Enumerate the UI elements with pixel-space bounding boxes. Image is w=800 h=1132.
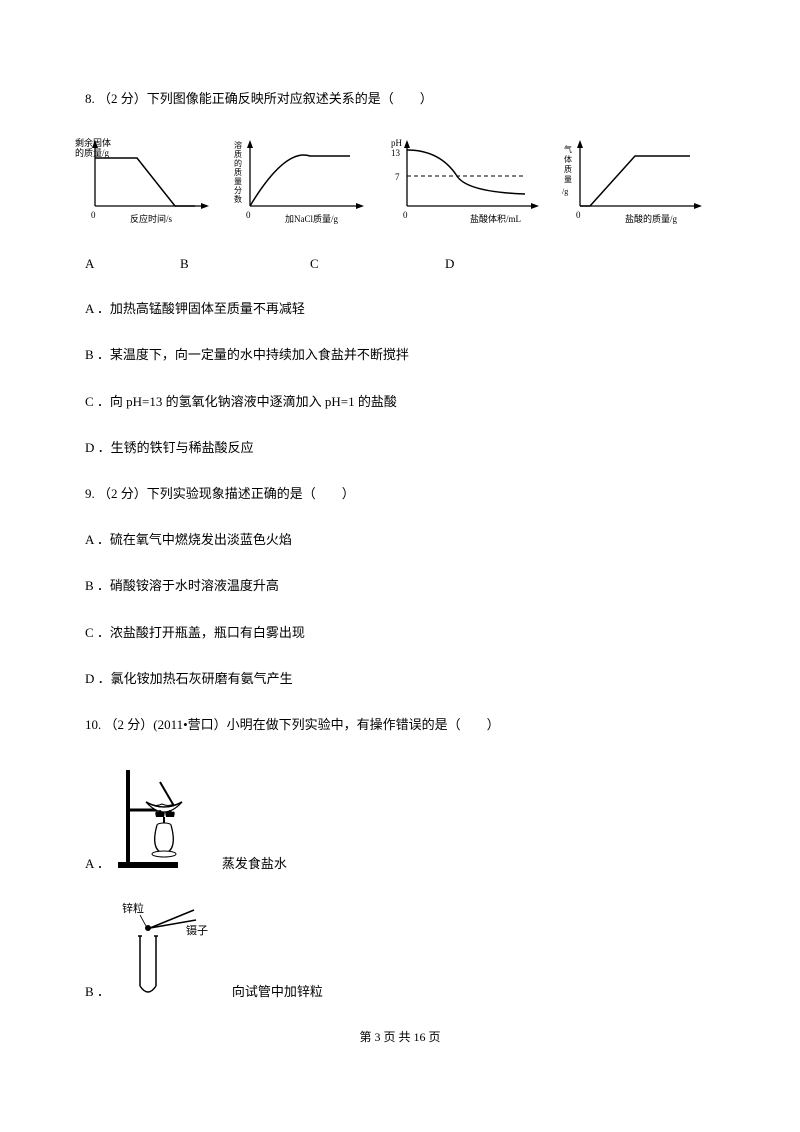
page-footer: 第 3 页 共 16 页 (85, 1028, 715, 1045)
q10-prompt: 10. （2 分）(2011•营口）小明在做下列实验中，有操作错误的是（ ） (85, 716, 715, 734)
q10-b-label: B ． (85, 981, 110, 1000)
q10-option-a: A ． 蒸发食盐水 (85, 762, 715, 872)
q8-chart-b: 溶 质 的 质 量 分 数 0 加NaCl质量/g (230, 136, 375, 228)
svg-text:0: 0 (246, 210, 251, 220)
add-zinc-apparatus-icon: 锌粒 镊子 (116, 900, 226, 1000)
evaporation-apparatus-icon (116, 762, 216, 872)
q8-option-a: A ．加热高锰酸钾固体至质量不再减轻 (85, 300, 715, 318)
chartC-curve (407, 150, 525, 194)
chartB-curve (250, 155, 350, 206)
q10-b-caption: 向试管中加锌粒 (232, 981, 323, 1000)
chartC-ylabel: pH (391, 138, 403, 148)
q10-a-caption: 蒸发食盐水 (222, 853, 287, 872)
chartB-yl1: 溶 (234, 140, 242, 150)
chartA-xlabel: 反应时间/s (130, 213, 173, 224)
chartB-yl6: 分 (234, 186, 242, 195)
q8-chart-d: 气 体 质 量 /g 0 盐酸的质量/g (560, 136, 710, 228)
q8-letter-row: A B C D (85, 256, 715, 272)
chartD-yl4: 量 (564, 175, 572, 184)
q9-option-b: B ．硝酸铵溶于水时溶液温度升高 (85, 577, 715, 595)
q8-chart-a: 剩余固体 的质量/g 0 反应时间/s (75, 136, 220, 228)
chartB-yl4: 质 (234, 167, 242, 177)
svg-text:0: 0 (576, 210, 581, 220)
chartB-yl7: 数 (234, 194, 242, 204)
q9-prompt: 9. （2 分）下列实验现象描述正确的是（ ） (85, 485, 715, 503)
q8-prompt: 8. （2 分）下列图像能正确反映所对应叙述关系的是（ ） (85, 90, 715, 108)
q10-a-label: A ． (85, 853, 110, 872)
svg-text:0: 0 (403, 210, 408, 220)
chartD-yl2: 体 (564, 154, 572, 164)
letter-b: B (180, 256, 310, 272)
letter-c: C (310, 256, 445, 272)
chartD-yl1: 气 (564, 144, 572, 154)
chartA-curve (95, 158, 195, 206)
letter-d: D (445, 256, 454, 272)
tweezers-label: 镊子 (186, 924, 208, 937)
q8-charts: 剩余固体 的质量/g 0 反应时间/s 溶 质 的 质 量 分 数 0 (75, 136, 715, 228)
q10-option-b: B ． 锌粒 镊子 向试管中加锌粒 (85, 900, 715, 1000)
q9-option-c: C ．浓盐酸打开瓶盖，瓶口有白雾出现 (85, 624, 715, 642)
chartB-yl5: 量 (234, 177, 242, 186)
chartB-yl2: 质 (234, 149, 242, 159)
chartD-yl3: 质 (564, 164, 572, 174)
chartC-xlabel: 盐酸体积/mL (470, 213, 521, 224)
chartB-xlabel: 加NaCl质量/g (285, 213, 338, 224)
chartA-origin: 0 (91, 210, 96, 220)
q8-chart-c: pH 13 7 0 盐酸体积/mL (385, 136, 550, 228)
q9-option-a: A ．硫在氧气中燃烧发出淡蓝色火焰 (85, 531, 715, 549)
q8-option-b: B ．某温度下，向一定量的水中持续加入食盐并不断搅拌 (85, 346, 715, 364)
chartD-xlabel: 盐酸的质量/g (625, 213, 678, 224)
letter-a: A (85, 256, 180, 272)
chartA-ylabel2: 的质量/g (75, 147, 110, 158)
chartD-curve (580, 156, 690, 206)
chartC-y7: 7 (395, 172, 400, 182)
chartC-y13: 13 (391, 148, 401, 158)
q9-option-d: D ．氯化铵加热石灰研磨有氨气产生 (85, 670, 715, 688)
chartB-yl3: 的 (234, 158, 242, 168)
zinc-label: 锌粒 (122, 901, 144, 915)
q8-option-c: C ．向 pH=13 的氢氧化钠溶液中逐滴加入 pH=1 的盐酸 (85, 393, 715, 411)
chartD-yunit: /g (562, 187, 568, 196)
q8-option-d: D ．生锈的铁钉与稀盐酸反应 (85, 439, 715, 457)
